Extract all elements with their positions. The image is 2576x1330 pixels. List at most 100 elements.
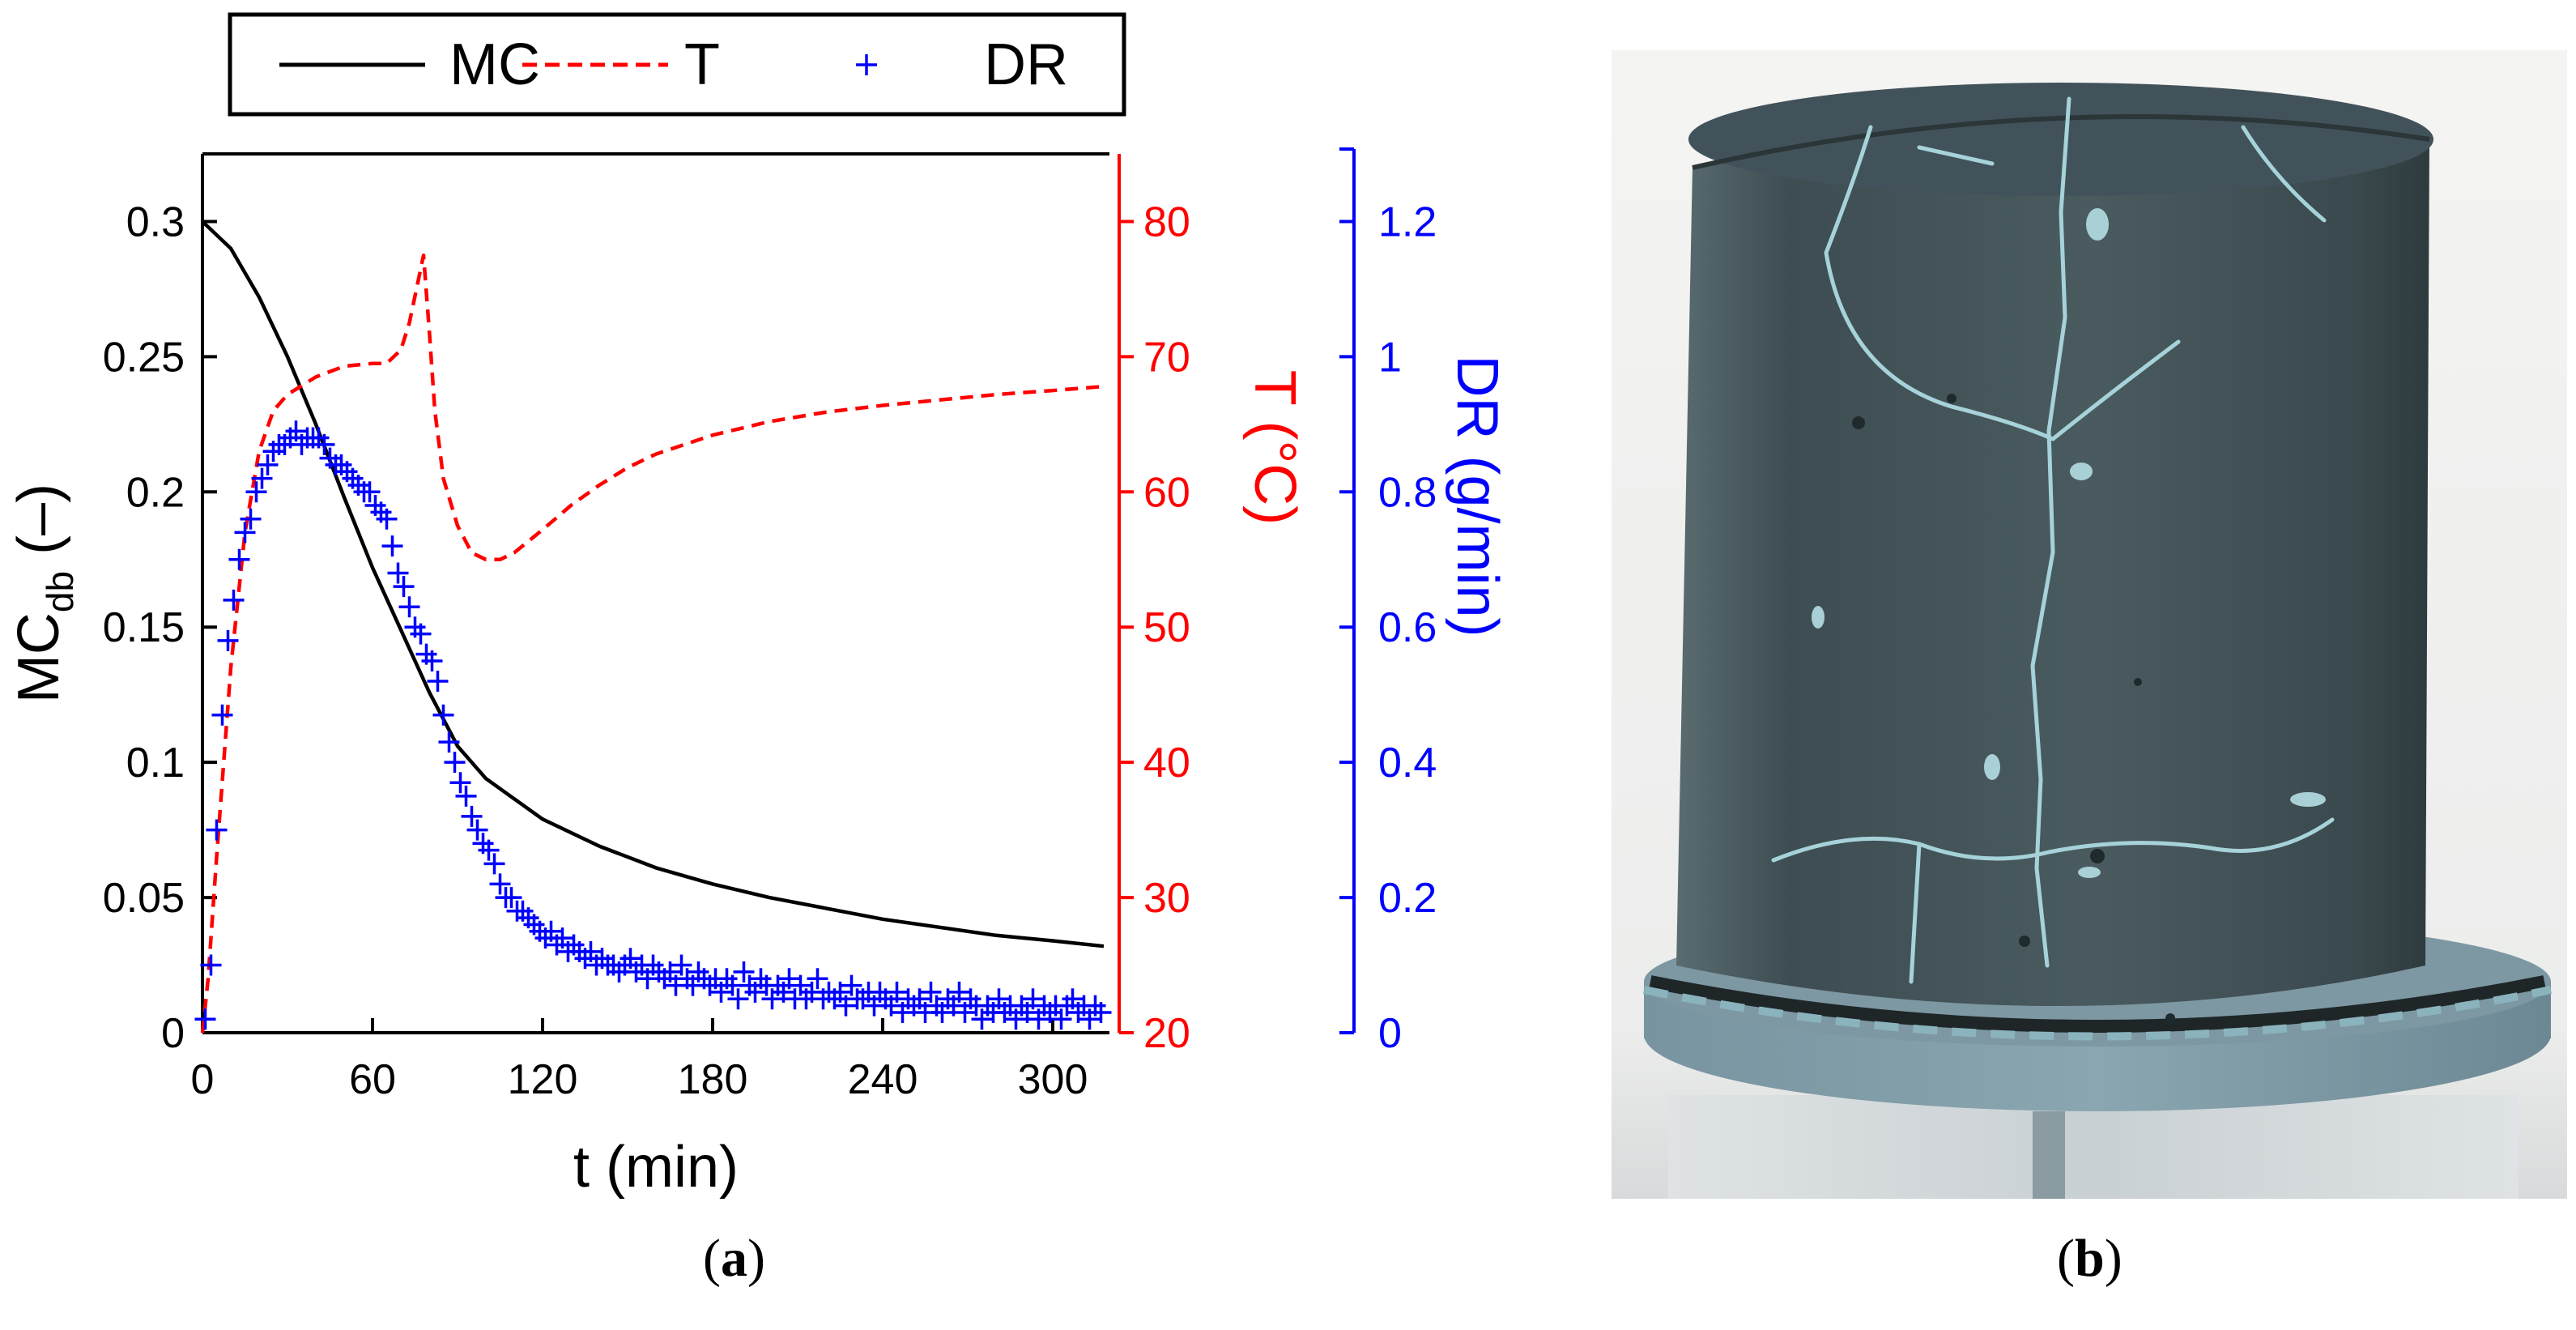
mc-tick-label: 0.15: [103, 604, 185, 651]
t-tick-label: 30: [1143, 875, 1190, 922]
dried-clay-cylinder-photo: [1612, 50, 2567, 1199]
dr-tick-label: 0.8: [1378, 469, 1437, 516]
dr-tick-label: 0.6: [1378, 604, 1437, 651]
dr-point: [761, 988, 783, 1010]
dr-tick-label: 0.2: [1378, 875, 1437, 922]
dr-point: [744, 981, 766, 1003]
dr-point: [466, 819, 488, 841]
x-tick-label: 300: [1018, 1056, 1088, 1103]
dr-point: [387, 562, 409, 584]
dr-point: [540, 920, 562, 942]
t-tick-label: 20: [1143, 1010, 1190, 1057]
dr-point: [920, 981, 942, 1003]
dr-point: [500, 887, 522, 909]
x-tick-label: 60: [349, 1056, 396, 1103]
x-tick-label: 120: [508, 1056, 578, 1103]
dr-point: [398, 596, 420, 618]
dr-point: [427, 671, 449, 692]
dr-point: [551, 927, 573, 949]
dr-tick-label: 0: [1378, 1010, 1402, 1057]
chart-marks: [194, 220, 1112, 1034]
dr-point: [211, 704, 233, 726]
dr-tick-label: 1.2: [1378, 198, 1437, 245]
dr-point: [790, 974, 811, 996]
dr-point: [807, 968, 828, 990]
dr-point: [223, 589, 245, 611]
panel-b-caption: (b): [2057, 1229, 2123, 1288]
dr-point: [421, 650, 443, 671]
x-tick-label: 0: [191, 1056, 215, 1103]
dr-point: [313, 433, 335, 455]
mc-axis-title-main: MC: [6, 612, 71, 703]
dr-point: [931, 1001, 953, 1023]
dr-point: [376, 508, 398, 530]
dr-point: [727, 988, 749, 1010]
panel-b-label: b: [2074, 1229, 2105, 1288]
mc-tick-label: 0.25: [103, 334, 185, 381]
dr-point: [954, 1001, 976, 1023]
x-tick-label: 180: [678, 1056, 748, 1103]
dr-point: [410, 623, 432, 645]
dr-point: [461, 805, 483, 827]
dr-point: [1079, 1008, 1101, 1030]
dr-point: [449, 772, 471, 794]
dr-point: [909, 988, 930, 1010]
mc-axis-title: MCdb (–): [6, 484, 81, 703]
mc-tick-label: 0.05: [103, 875, 185, 922]
mc-axis-title-sub: db: [39, 571, 81, 612]
dr-point: [880, 995, 902, 1017]
dr-point: [971, 1008, 993, 1030]
dr-point: [251, 467, 273, 489]
mc-axis-title-tail: (–): [6, 484, 71, 571]
dr-point: [217, 629, 239, 651]
dr-point: [234, 522, 256, 544]
dr-point: [988, 988, 1010, 1010]
t-tick-label: 50: [1143, 604, 1190, 651]
dr-point: [1028, 1008, 1050, 1030]
dr-point: [733, 961, 755, 983]
dr-point: [1005, 1008, 1027, 1030]
mc-tick-label: 0.3: [126, 198, 185, 245]
dr-tick-label: 1: [1378, 334, 1402, 381]
mc-series-line: [201, 220, 1105, 948]
dr-point: [1022, 988, 1044, 1010]
dr-point: [1050, 1008, 1072, 1030]
dr-point: [359, 481, 381, 503]
dr-point: [835, 995, 857, 1017]
dr-point: [580, 940, 602, 962]
dr-point: [659, 961, 681, 983]
dr-point: [206, 819, 228, 841]
t-tick-label: 40: [1143, 740, 1190, 786]
dr-point: [1062, 988, 1084, 1010]
dr-point: [773, 981, 794, 1003]
dr-point: [455, 785, 477, 807]
dr-point: [285, 420, 307, 442]
dr-point: [943, 995, 964, 1017]
legend-label-t: T: [684, 32, 720, 97]
t-tick-label: 80: [1143, 198, 1190, 245]
dr-point: [194, 1008, 216, 1030]
dr-point: [710, 981, 732, 1003]
dr-point: [228, 548, 250, 570]
dr-point: [778, 968, 800, 990]
panel-a-caption: (a): [703, 1229, 765, 1288]
x-axis-title: t (min): [573, 1135, 739, 1200]
dr-point: [381, 535, 403, 557]
t-axis-title: T (°C): [1242, 370, 1307, 525]
dr-point: [671, 954, 692, 976]
mc-tick-label: 0.2: [126, 469, 185, 516]
t-tick-label: 70: [1143, 334, 1190, 381]
dr-axis-title: DR (g/min): [1445, 355, 1509, 637]
dr-series-markers: [194, 420, 1112, 1030]
t-tick-label: 60: [1143, 469, 1190, 516]
panel-a-label: a: [720, 1229, 747, 1288]
dr-point: [257, 454, 279, 475]
legend: MC T DR: [279, 32, 1068, 97]
dr-point: [432, 704, 454, 726]
dr-point: [1090, 1001, 1112, 1023]
dr-point: [620, 948, 641, 970]
dr-point: [483, 853, 505, 875]
dr-point: [393, 576, 415, 598]
